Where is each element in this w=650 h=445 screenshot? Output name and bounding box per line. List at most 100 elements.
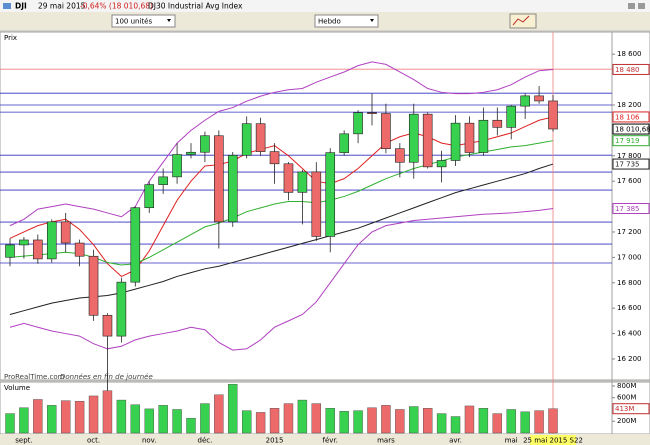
volume-bar bbox=[520, 411, 530, 434]
volume-bar bbox=[381, 405, 391, 434]
candle-body bbox=[19, 239, 29, 246]
volume-bar bbox=[172, 409, 182, 434]
candle-body bbox=[255, 123, 266, 152]
volume-bar bbox=[450, 416, 461, 434]
volume-bar bbox=[33, 399, 43, 434]
watermark-note: Données en fin de journée bbox=[60, 373, 153, 381]
panel-title: Volume bbox=[4, 384, 30, 392]
x-tick-label: déc. bbox=[198, 437, 213, 445]
volume-bar bbox=[116, 399, 127, 434]
candle-body bbox=[144, 184, 155, 209]
candle-body bbox=[130, 207, 141, 283]
volume-bar bbox=[214, 394, 224, 434]
candle-body bbox=[311, 171, 322, 237]
candle-body bbox=[297, 171, 308, 193]
candle-body bbox=[520, 95, 530, 107]
price-tag-label: 17 735 bbox=[615, 161, 640, 169]
units-value: 100 unités bbox=[115, 18, 152, 26]
candle-body bbox=[367, 112, 377, 114]
y-tick-label: 16 200 bbox=[617, 355, 642, 363]
volume-bar bbox=[464, 405, 475, 434]
candle-body bbox=[186, 151, 196, 155]
candle-body bbox=[33, 239, 43, 260]
candle-body bbox=[353, 112, 363, 135]
volume-bar bbox=[5, 413, 15, 434]
volume-bar bbox=[130, 404, 141, 434]
price-tag-label: 18 010,68 bbox=[615, 126, 650, 134]
instrument-name: DJ30 Industrial Avg Index bbox=[148, 2, 243, 11]
candle-body bbox=[422, 113, 433, 168]
candle-body bbox=[116, 281, 127, 337]
volume-bar bbox=[144, 408, 154, 434]
chart-type-icon bbox=[512, 15, 530, 26]
candle-body bbox=[464, 122, 475, 153]
indicator-line bbox=[9, 140, 554, 266]
candle-body bbox=[74, 242, 85, 257]
period-select[interactable] bbox=[314, 14, 379, 28]
y-tick-label: 18 600 bbox=[617, 50, 642, 58]
candle-body bbox=[381, 113, 391, 149]
x-tick-label: mars bbox=[377, 437, 395, 445]
price-tag bbox=[612, 202, 650, 214]
indicator-line bbox=[9, 163, 554, 315]
candle-body bbox=[227, 154, 238, 223]
watermark: ProRealTime.com bbox=[4, 373, 65, 381]
volume-bar bbox=[47, 405, 57, 434]
y-tick-label: 800M bbox=[617, 382, 636, 390]
candle-body bbox=[395, 148, 405, 163]
volume-bar bbox=[255, 412, 266, 434]
y-tick-label: 17 800 bbox=[617, 152, 642, 160]
dropdown-arrow bbox=[167, 19, 171, 22]
price-tag bbox=[612, 403, 650, 415]
candle-body bbox=[534, 95, 544, 102]
candle-body bbox=[339, 133, 349, 153]
y-tick-label: 17 600 bbox=[617, 177, 642, 185]
candle-body bbox=[60, 221, 71, 244]
change: -0,64% (18 010,68) bbox=[80, 2, 153, 11]
window-button[interactable] bbox=[628, 3, 635, 9]
volume-bar bbox=[283, 403, 294, 434]
candle-body bbox=[200, 135, 210, 153]
window-button[interactable] bbox=[638, 3, 645, 9]
volume-bar bbox=[200, 403, 210, 434]
candle-body bbox=[158, 176, 168, 185]
y-tick-label: 16 600 bbox=[617, 304, 642, 312]
volume-bar bbox=[19, 407, 29, 434]
indicator-line bbox=[9, 207, 554, 351]
volume-bar bbox=[339, 411, 349, 434]
units-select[interactable] bbox=[111, 14, 176, 28]
volume-bar bbox=[506, 409, 516, 434]
candle-body bbox=[548, 100, 558, 130]
volume-bar bbox=[88, 395, 99, 434]
price-tag-label: 18 480 bbox=[615, 66, 640, 74]
period-value: Hebdo bbox=[318, 18, 341, 26]
candle-body bbox=[506, 105, 517, 128]
price-tag bbox=[612, 158, 650, 170]
chart-type-button[interactable] bbox=[509, 13, 537, 29]
candle-body bbox=[46, 221, 57, 260]
volume-bar bbox=[367, 407, 377, 434]
x-tick-label: sept. bbox=[15, 437, 32, 445]
app-icon bbox=[3, 3, 11, 9]
volume-bar bbox=[60, 400, 71, 434]
title-bar bbox=[0, 0, 650, 12]
volume-bar bbox=[353, 410, 363, 434]
y-tick-label: 200M bbox=[617, 417, 636, 425]
x-axis-bar bbox=[0, 434, 650, 445]
candle-body bbox=[241, 123, 252, 156]
candle-body bbox=[450, 122, 461, 161]
y-tick-label: 600M bbox=[617, 394, 636, 402]
price-tag-label: 18 106 bbox=[615, 113, 640, 121]
volume-bar bbox=[548, 408, 558, 434]
volume-bar bbox=[478, 408, 489, 434]
volume-bar bbox=[395, 409, 405, 434]
y-tick-label: 16 400 bbox=[617, 330, 642, 338]
x-tick-label: mai bbox=[505, 437, 518, 445]
volume-bar bbox=[534, 410, 544, 434]
dropdown-arrow bbox=[370, 19, 374, 22]
volume-bar bbox=[228, 383, 238, 434]
volume-bar bbox=[186, 418, 196, 434]
volume-bar bbox=[422, 408, 433, 434]
volume-bar bbox=[74, 401, 85, 434]
